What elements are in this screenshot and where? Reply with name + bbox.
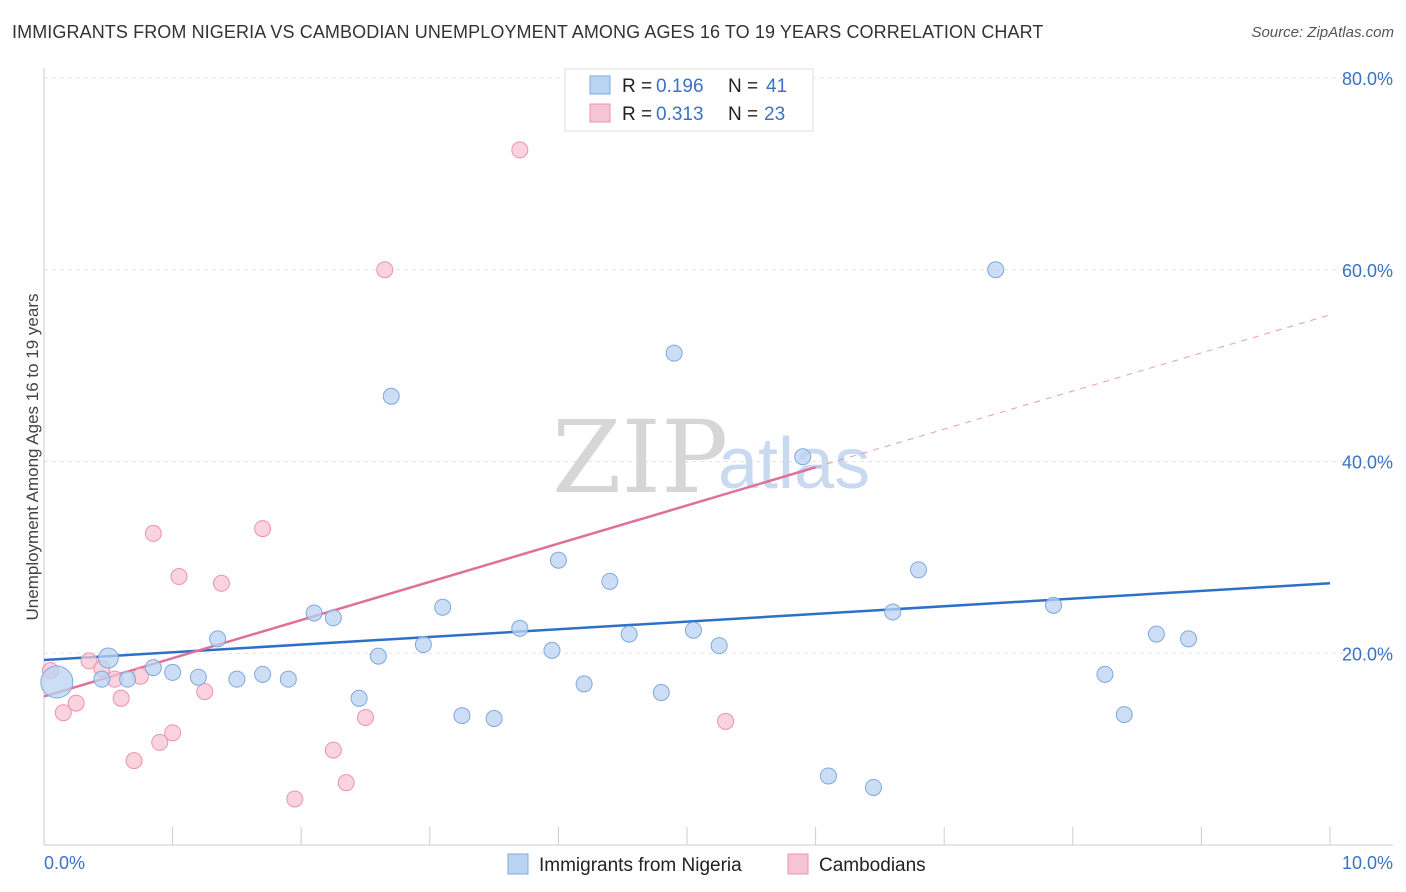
cambodian-point: [112, 689, 130, 707]
axes: [43, 68, 1393, 846]
y-axis-label: Unemployment Among Ages 16 to 19 years: [23, 294, 42, 621]
nigeria-point: [710, 637, 728, 655]
nigeria-point: [652, 684, 670, 702]
trendlines: [43, 314, 1331, 698]
nigeria-point: [1147, 625, 1165, 643]
cambodian-point: [376, 261, 394, 279]
legend-swatch-cambodian: [589, 103, 611, 123]
x-tick-label-min: 0.0%: [44, 853, 85, 873]
cambodian-point: [54, 704, 72, 722]
nigeria-point: [543, 641, 561, 659]
nigeria-point: [209, 630, 227, 648]
nigeria-point: [119, 670, 137, 688]
nigeria-point: [601, 572, 619, 590]
nigeria-point: [549, 551, 567, 569]
legend-r-value: 0.313: [656, 104, 704, 125]
nigeria-point: [305, 604, 323, 622]
nigeria-point: [369, 647, 387, 665]
data-points: [40, 141, 1198, 808]
nigeria-point: [909, 561, 927, 579]
watermark-zip: ZIP: [552, 399, 728, 516]
cambodian-point: [125, 752, 143, 770]
bottom-legend-label-cambodian: Cambodians: [819, 855, 926, 876]
nigeria-point: [382, 387, 400, 405]
nigeria-point: [254, 665, 272, 683]
cambodian-point: [324, 741, 342, 759]
watermark-atlas: atlas: [718, 424, 870, 504]
nigeria-point: [511, 619, 529, 637]
nigeria-point: [987, 261, 1005, 279]
bottom-legend-swatch-nigeria: [507, 853, 529, 875]
source-label: Source: ZipAtlas.com: [1251, 24, 1394, 41]
cambodian-point: [254, 520, 272, 538]
grid-lines: [44, 77, 1393, 654]
legend-r-label: R =: [622, 104, 652, 125]
nigeria-point: [97, 647, 119, 669]
nigeria-point: [279, 670, 297, 688]
cambodian-trendline-extension: [815, 314, 1331, 468]
cambodian-point: [337, 774, 355, 792]
nigeria-point: [819, 767, 837, 785]
nigeria-point: [414, 636, 432, 654]
y-tick-label: 40.0%: [1342, 453, 1393, 473]
cambodian-point: [67, 694, 85, 712]
cambodian-point: [357, 708, 374, 726]
cambodian-trendline: [43, 466, 816, 698]
legend-n-label: N =: [728, 76, 758, 97]
nigeria-point: [453, 707, 471, 725]
nigeria-point: [620, 625, 638, 643]
nigeria-point: [1045, 596, 1063, 614]
correlation-legend: R = 0.196 N = 41 R = 0.313 N = 23: [564, 68, 814, 132]
nigeria-point: [434, 598, 452, 616]
watermark: ZIP atlas: [552, 399, 870, 516]
nigeria-point: [884, 603, 902, 621]
nigeria-point: [684, 621, 702, 639]
nigeria-point: [144, 659, 162, 677]
cambodian-point: [196, 683, 214, 701]
nigeria-point: [350, 689, 368, 707]
nigeria-point: [665, 344, 683, 362]
legend-swatch-nigeria: [589, 75, 611, 95]
nigeria-point: [324, 609, 342, 627]
chart-title: IMMIGRANTS FROM NIGERIA VS CAMBODIAN UNE…: [12, 22, 1044, 42]
cambodian-point: [511, 141, 529, 159]
y-tick-label: 20.0%: [1342, 644, 1393, 664]
nigeria-point: [794, 448, 812, 466]
nigeria-point: [93, 670, 111, 688]
cambodian-point: [286, 790, 304, 808]
bottom-legend-label-nigeria: Immigrants from Nigeria: [539, 855, 742, 876]
y-tick-label: 60.0%: [1342, 261, 1393, 281]
nigeria-point: [40, 665, 74, 699]
cambodian-point: [80, 652, 98, 670]
nigeria-trendline: [43, 582, 1331, 662]
legend-n-label: N =: [728, 104, 758, 125]
bottom-legend-swatch-cambodian: [787, 853, 809, 875]
x-tick-labels: 0.0% 10.0%: [44, 853, 1393, 873]
legend-n-value: 23: [764, 104, 785, 125]
legend-n-value: 41: [766, 76, 787, 97]
cambodian-point: [144, 524, 162, 542]
x-tick-label-max: 10.0%: [1342, 853, 1393, 873]
nigeria-point: [189, 668, 207, 686]
cambodian-point: [717, 712, 735, 730]
legend-r-value: 0.196: [656, 76, 704, 97]
y-tick-label: 80.0%: [1342, 69, 1393, 89]
nigeria-point: [1115, 706, 1133, 724]
nigeria-point: [1096, 665, 1114, 683]
cambodian-point: [151, 733, 169, 751]
cambodian-point: [212, 574, 230, 592]
legend-r-label: R =: [622, 76, 652, 97]
nigeria-point: [164, 663, 182, 681]
cambodian-point: [170, 568, 188, 586]
nigeria-point: [575, 675, 593, 693]
nigeria-point: [1180, 630, 1198, 648]
nigeria-point: [228, 670, 246, 688]
cambodian-point: [164, 724, 182, 742]
nigeria-point: [864, 778, 882, 796]
y-tick-labels: 20.0% 40.0% 60.0% 80.0%: [1342, 69, 1393, 664]
nigeria-point: [485, 709, 503, 727]
series-legend: Immigrants from Nigeria Cambodians: [507, 853, 926, 876]
